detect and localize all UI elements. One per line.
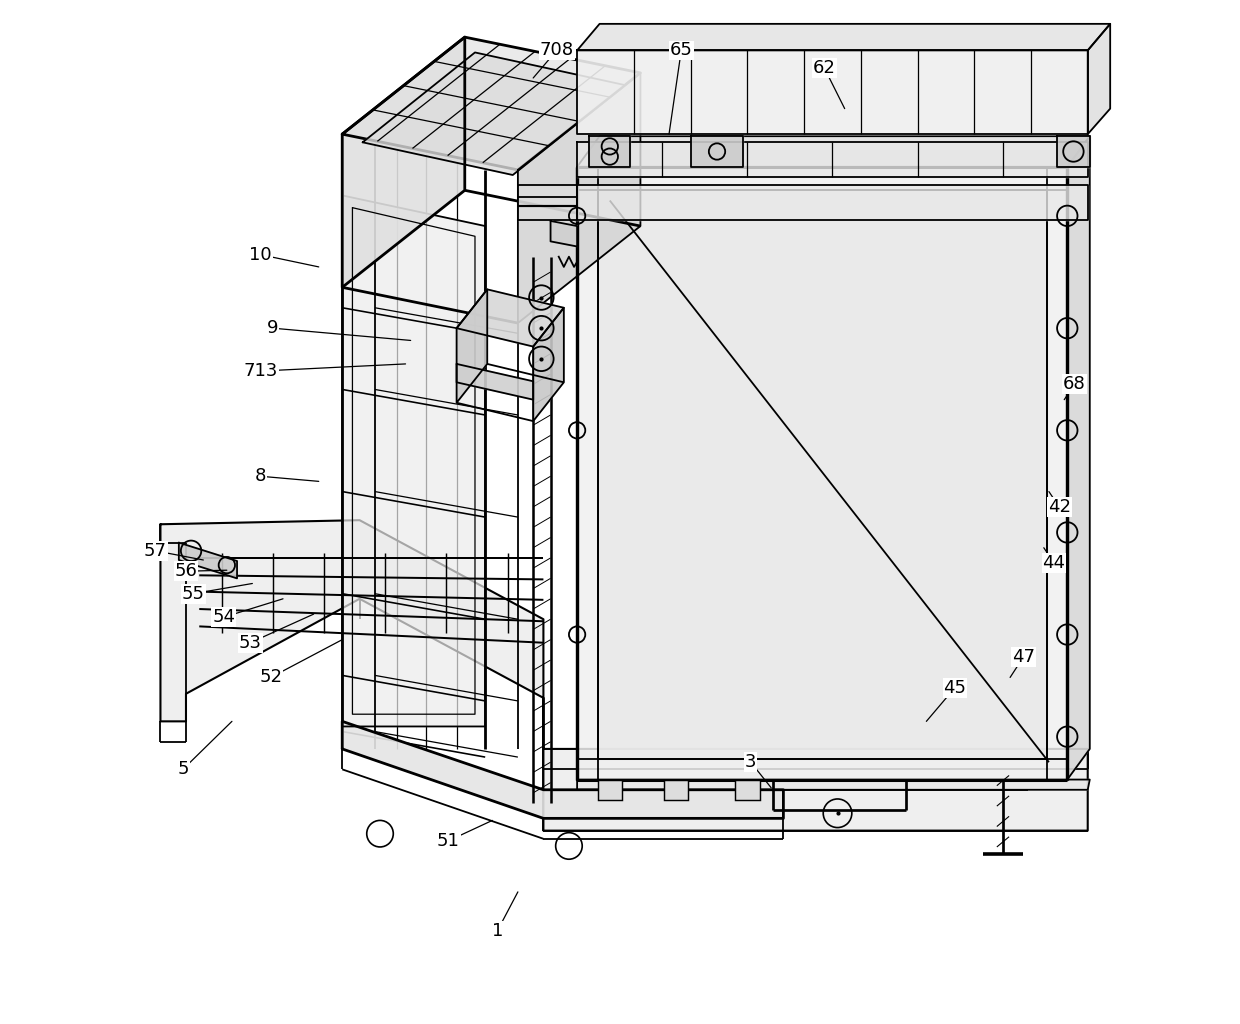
- Text: 10: 10: [249, 246, 272, 263]
- Bar: [663, 779, 688, 800]
- Text: 62: 62: [812, 58, 836, 77]
- Text: 713: 713: [243, 362, 278, 380]
- Polygon shape: [1087, 24, 1110, 134]
- Polygon shape: [456, 364, 533, 399]
- Polygon shape: [362, 52, 625, 175]
- Text: 3: 3: [745, 754, 756, 771]
- Polygon shape: [179, 543, 237, 579]
- Polygon shape: [577, 185, 1087, 220]
- Polygon shape: [577, 136, 1090, 167]
- Polygon shape: [518, 185, 577, 220]
- Polygon shape: [598, 190, 1047, 759]
- Text: 708: 708: [539, 41, 574, 59]
- Polygon shape: [456, 290, 564, 346]
- Polygon shape: [342, 37, 640, 170]
- Text: 56: 56: [175, 562, 197, 581]
- Polygon shape: [342, 721, 784, 818]
- Polygon shape: [577, 24, 1110, 50]
- Text: 45: 45: [944, 679, 966, 696]
- Text: 65: 65: [670, 41, 693, 59]
- Polygon shape: [342, 196, 485, 726]
- Polygon shape: [551, 221, 577, 247]
- Bar: [598, 779, 622, 800]
- Polygon shape: [692, 136, 743, 167]
- Polygon shape: [518, 73, 640, 324]
- Polygon shape: [1068, 136, 1090, 779]
- Polygon shape: [342, 37, 465, 288]
- Text: 51: 51: [436, 831, 460, 850]
- Text: 44: 44: [1043, 554, 1065, 572]
- Text: 55: 55: [181, 585, 205, 603]
- Polygon shape: [1056, 136, 1090, 167]
- Polygon shape: [577, 779, 1090, 790]
- Text: 1: 1: [492, 922, 503, 940]
- Text: 47: 47: [1012, 648, 1035, 666]
- Text: 8: 8: [255, 467, 267, 485]
- Polygon shape: [577, 50, 1087, 134]
- Text: 42: 42: [1048, 498, 1070, 516]
- Text: 5: 5: [177, 761, 188, 778]
- Polygon shape: [160, 520, 1087, 830]
- Polygon shape: [577, 167, 1068, 779]
- Polygon shape: [456, 290, 487, 402]
- Text: 57: 57: [144, 542, 167, 560]
- Text: 54: 54: [212, 608, 236, 627]
- Bar: [735, 779, 760, 800]
- Text: 52: 52: [259, 669, 283, 686]
- Text: 68: 68: [1063, 376, 1086, 393]
- Text: 53: 53: [239, 634, 262, 651]
- Polygon shape: [533, 308, 564, 421]
- Text: 9: 9: [267, 319, 279, 337]
- Polygon shape: [589, 136, 630, 167]
- Polygon shape: [577, 142, 1087, 177]
